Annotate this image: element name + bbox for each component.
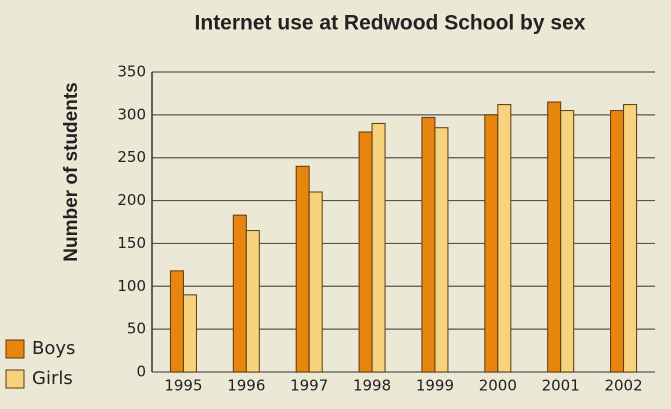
legend-swatch <box>5 339 25 359</box>
x-tick-label: 1998 <box>353 377 391 395</box>
bar <box>245 230 260 373</box>
bar <box>623 104 638 373</box>
x-tick-label: 1999 <box>416 377 454 395</box>
y-tick-label: 50 <box>127 320 146 338</box>
legend-label: Girls <box>32 368 73 389</box>
bar <box>308 191 323 373</box>
bar <box>169 270 184 373</box>
bar <box>560 110 575 373</box>
bar <box>295 165 310 373</box>
y-tick-label: 350 <box>117 63 146 81</box>
bar <box>358 131 373 373</box>
y-tick-label: 150 <box>117 234 146 252</box>
x-tick-label: 1997 <box>290 377 328 395</box>
legend-label: Boys <box>32 338 75 359</box>
x-tick-label: 1995 <box>164 377 202 395</box>
bar <box>610 110 625 373</box>
y-tick-label: 100 <box>117 277 146 295</box>
bar <box>434 127 449 373</box>
y-axis-label: Number of students <box>61 82 82 261</box>
x-tick-label: 2001 <box>542 377 580 395</box>
y-tick-label: 200 <box>117 191 146 209</box>
bar <box>421 116 436 373</box>
y-tick-label: 250 <box>117 148 146 166</box>
y-tick-label: 300 <box>117 105 146 123</box>
y-tick-label: 0 <box>136 363 146 381</box>
bar <box>232 214 247 373</box>
legend-swatch <box>5 369 25 389</box>
x-tick-label: 1996 <box>227 377 265 395</box>
bar <box>484 114 499 373</box>
x-tick-label: 2002 <box>604 377 642 395</box>
bar <box>182 294 197 373</box>
bar <box>497 104 512 373</box>
x-tick-label: 2000 <box>479 377 517 395</box>
bar <box>371 122 386 373</box>
chart-title: Internet use at Redwood School by sex <box>195 12 586 35</box>
bar <box>547 101 562 373</box>
